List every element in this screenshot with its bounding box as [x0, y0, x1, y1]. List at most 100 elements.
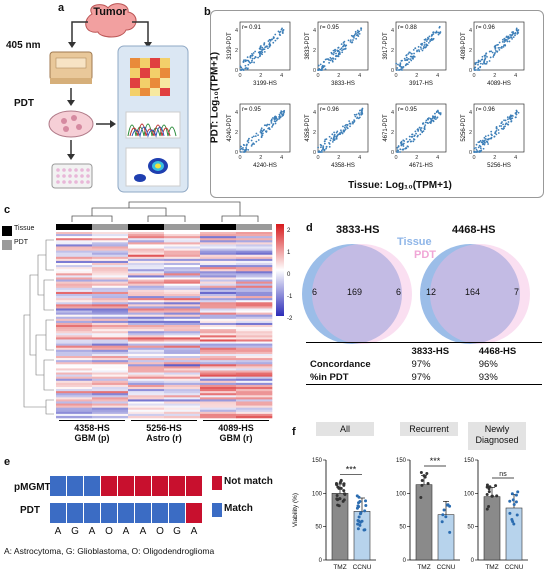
data-point — [342, 498, 346, 502]
chart-title-1: All — [340, 424, 350, 434]
panel-e-footnote: A: Astrocytoma, G: Glioblastoma, O: Olig… — [4, 546, 215, 556]
chart-title-2: Recurrent — [409, 424, 449, 434]
ytick: 0 — [319, 558, 323, 564]
data-point — [355, 506, 359, 510]
legend-pdt-swatch — [2, 240, 12, 250]
svg-text:4: 4 — [514, 155, 517, 161]
svg-text:0: 0 — [235, 150, 238, 156]
svg-text:0: 0 — [313, 150, 316, 156]
concordance-table-wrap: 3833-HS 4468-HS Concordance 97% 96% %in … — [306, 342, 542, 385]
bar-TMZ — [331, 493, 349, 561]
data-point — [358, 512, 362, 516]
svg-text:2: 2 — [313, 130, 316, 136]
data-point — [338, 481, 342, 485]
data-point — [334, 482, 338, 486]
ytick: 50 — [399, 525, 406, 531]
scatter-ylabel-6: 4358-PDT — [305, 114, 311, 142]
match-cell — [186, 476, 202, 496]
match-cell — [152, 503, 168, 523]
scale-1: 1 — [287, 250, 291, 256]
data-point — [336, 485, 340, 489]
tumor-type-label: A — [190, 526, 198, 537]
svg-text:2: 2 — [391, 48, 394, 54]
svg-text:4: 4 — [280, 155, 283, 161]
data-point — [485, 507, 489, 511]
x-category-label: TMZ — [417, 564, 430, 571]
data-point — [448, 530, 452, 534]
venn-2-right: 7 — [514, 287, 520, 297]
ytick: 150 — [312, 458, 323, 464]
scatter-r-8: r= 0.96 — [476, 107, 496, 113]
data-point — [420, 483, 424, 487]
ytick: 150 — [396, 458, 407, 464]
legend-not-match-swatch — [212, 476, 222, 490]
data-point — [442, 508, 446, 512]
venn-2-left: 12 — [426, 287, 437, 297]
data-point — [335, 493, 339, 497]
match-cell — [84, 503, 100, 523]
svg-text:4: 4 — [358, 155, 361, 161]
x-category-label: CCNU — [505, 564, 524, 571]
data-point — [510, 517, 514, 521]
data-point — [488, 485, 492, 489]
match-cell — [50, 503, 66, 523]
svg-text:2: 2 — [469, 130, 472, 136]
row-label-pmgmt: pMGMT — [14, 482, 51, 493]
svg-text:2: 2 — [235, 48, 238, 54]
svg-text:0: 0 — [391, 68, 394, 74]
sequencing-trace-icon — [125, 111, 181, 139]
panel-d-letter: d — [306, 222, 313, 234]
svg-text:0: 0 — [469, 150, 472, 156]
legend-tissue-label: Tissue — [14, 225, 35, 232]
data-point — [448, 504, 452, 508]
venn-1-title: 3833-HS — [336, 224, 380, 236]
svg-text:0: 0 — [238, 155, 241, 161]
match-cell — [135, 476, 151, 496]
svg-text:4: 4 — [436, 73, 439, 79]
scatter-r-1: r= 0.91 — [242, 25, 262, 31]
svg-text:4: 4 — [514, 73, 517, 79]
row-concordance: Concordance — [310, 359, 371, 370]
svg-text:2: 2 — [259, 155, 262, 161]
data-point — [342, 483, 346, 487]
svg-text:0: 0 — [472, 73, 475, 79]
data-point — [364, 499, 368, 503]
data-point — [444, 515, 448, 519]
data-point — [512, 502, 516, 506]
data-point — [511, 498, 515, 502]
svg-text:4: 4 — [313, 110, 316, 116]
scatter-xlabel-5: 4240-HS — [253, 163, 277, 169]
scatter-ylabel-8: 5256-PDT — [461, 114, 467, 142]
svg-text:2: 2 — [313, 48, 316, 54]
bar-CCNU — [437, 514, 455, 561]
panel-a-letter: a — [58, 2, 65, 14]
data-point — [356, 527, 360, 531]
data-point — [355, 494, 359, 498]
data-point — [335, 497, 339, 501]
bar-chart-2: Recurrent 0 50 100 150 TMZ CCNU *** — [396, 422, 460, 571]
svg-text:4: 4 — [469, 28, 472, 34]
ytick: 100 — [312, 491, 323, 497]
svg-text:4: 4 — [313, 28, 316, 34]
panel-c-letter: c — [4, 204, 11, 216]
data-point — [487, 490, 491, 494]
scatter-xlabel-7: 4671-HS — [409, 163, 433, 169]
data-point — [441, 513, 445, 517]
col-4468: 4468-HS — [478, 346, 517, 357]
data-point — [363, 528, 367, 532]
group-1: 4358-HS GBM (p) — [59, 420, 125, 443]
venn-2 — [420, 244, 530, 344]
svg-text:2: 2 — [493, 73, 496, 79]
data-point — [343, 493, 347, 497]
legend-tissue-swatch — [2, 226, 12, 236]
venn-diagrams — [302, 244, 530, 344]
scatter-ylabel-2: 3833-PDT — [305, 32, 311, 60]
panel-b-ylabel: PDT: Log₁₀(TPM+1) — [209, 51, 221, 144]
tumor-type-label: O — [105, 526, 113, 537]
svg-text:2: 2 — [337, 73, 340, 79]
chart-title-3: Newly — [485, 424, 510, 434]
dish-icon — [48, 110, 94, 138]
group-3: 4089-HS GBM (r) — [203, 420, 269, 443]
